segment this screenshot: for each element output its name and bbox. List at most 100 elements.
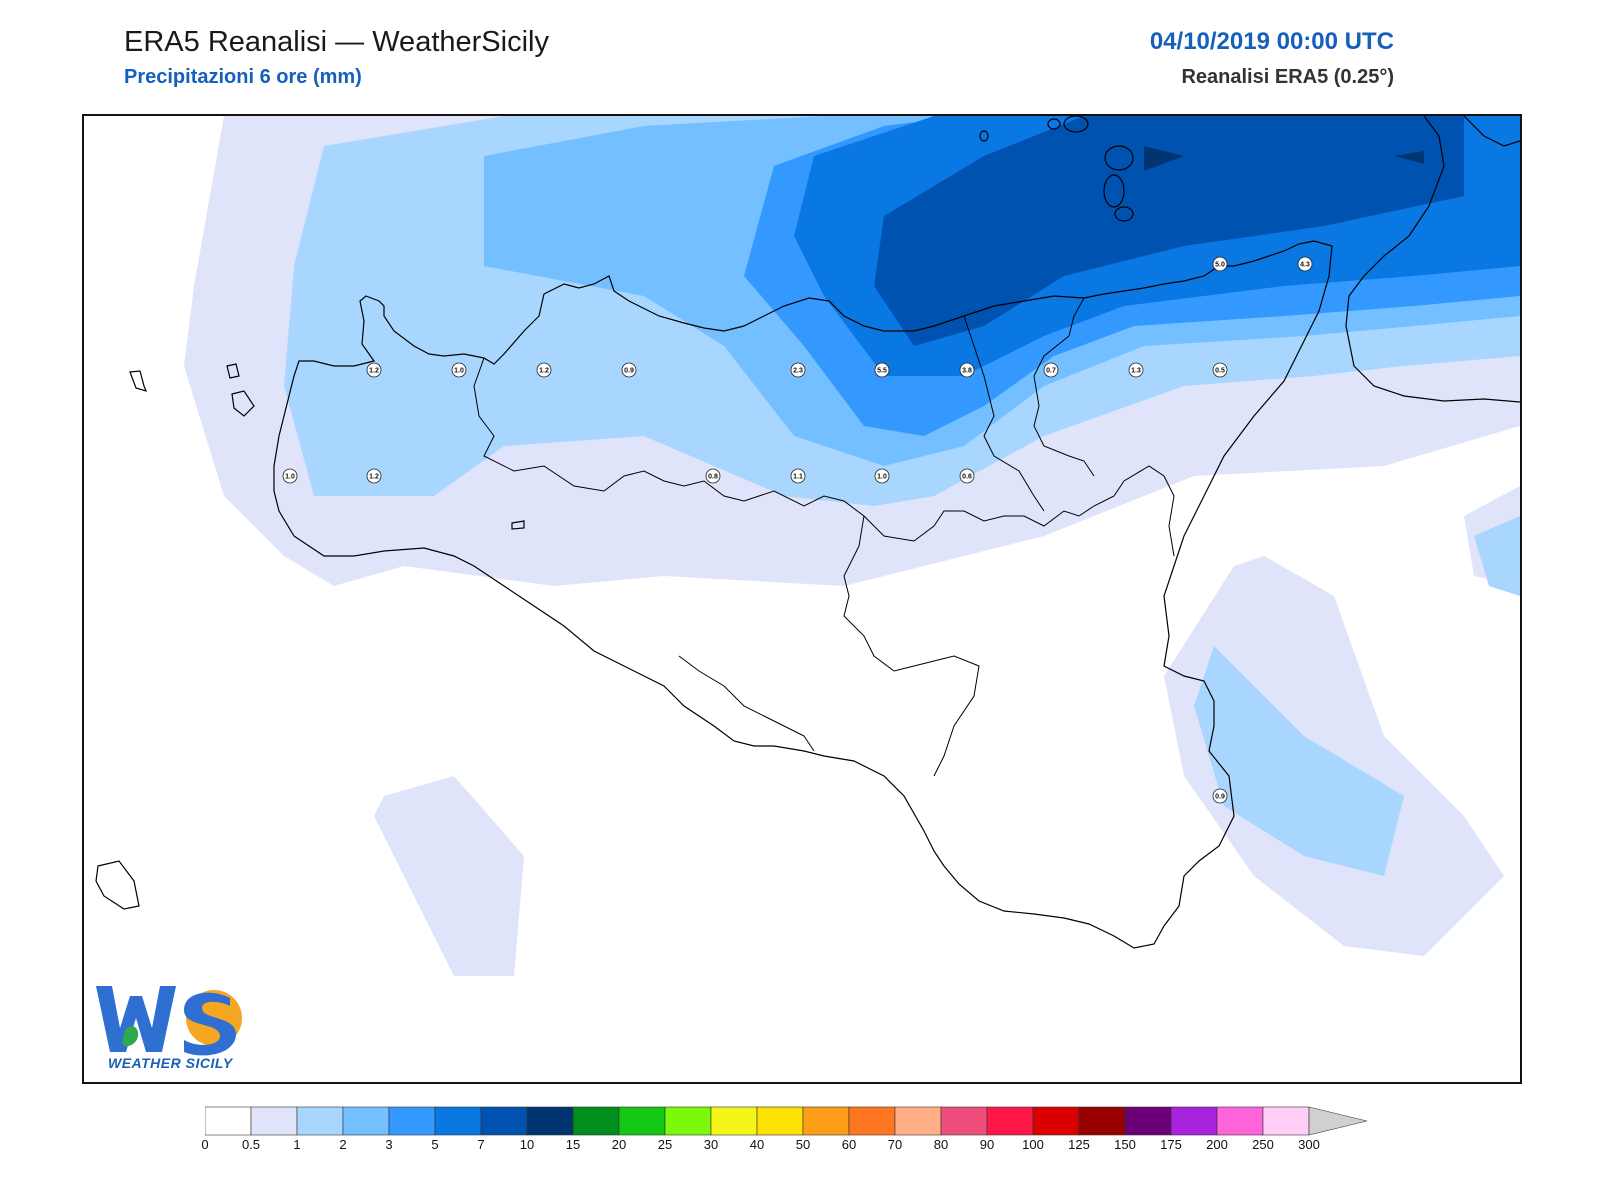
station-value: 0.9: [1215, 794, 1225, 801]
station-dot: [621, 362, 637, 378]
colorbar-swatch: [894, 1106, 942, 1136]
logo-s-shape: [184, 992, 236, 1056]
station-value: 0.9: [624, 368, 634, 375]
colorbar-tick-label: 100: [1022, 1137, 1044, 1152]
station-dot: [366, 468, 382, 484]
precip-band-7-10: [874, 116, 1464, 346]
station-value: 1.3: [1131, 368, 1141, 375]
valid-datetime: 04/10/2019 00:00 UTC: [1149, 28, 1394, 55]
calabria-coast-north: [1463, 116, 1520, 147]
colorbar-tick-label: 125: [1068, 1137, 1090, 1152]
colorbar-swatch: [1216, 1106, 1264, 1136]
colorbar-tick-label: 0: [201, 1137, 209, 1152]
island-pantelleria: [95, 860, 140, 910]
station-dot: [874, 362, 890, 378]
colorbar-swatch: [480, 1106, 528, 1136]
island-favignana: [231, 390, 255, 417]
minor-islands: [95, 363, 525, 910]
chart-subtitle: Precipitazioni 6 ore (mm): [124, 66, 362, 88]
island-panarea: [979, 130, 989, 142]
colorbar-swatch: [205, 1106, 252, 1136]
station-dot: [282, 468, 298, 484]
colorbar-swatch: [618, 1106, 666, 1136]
colorbar-swatch: [848, 1106, 896, 1136]
precip-band-10-15-a: [1144, 146, 1184, 171]
station-value: 5.0: [1215, 262, 1225, 269]
colorbar-swatch: [1032, 1106, 1080, 1136]
colorbar-swatch: [1078, 1106, 1126, 1136]
island-vulcano: [1114, 206, 1134, 222]
station-value: 0.8: [708, 474, 718, 481]
sicily-outline: [273, 240, 1333, 949]
colorbar-tick-label: 250: [1252, 1137, 1274, 1152]
station-marker: 1.0: [874, 468, 890, 484]
station-marker: 5.0: [1212, 256, 1228, 272]
colorbar-tick-label: 90: [979, 1137, 995, 1152]
station-marker: 5.5: [874, 362, 890, 378]
station-value: 1.0: [285, 474, 295, 481]
model-label: Reanalisi ERA5 (0.25°): [1181, 66, 1394, 88]
logo-mark: [96, 986, 242, 1056]
station-marker: 0.9: [1212, 788, 1228, 804]
station-value: 0.7: [1046, 368, 1056, 375]
island-alicudi: [1047, 118, 1061, 130]
calabria-outline: [1345, 116, 1520, 403]
station-dot: [705, 468, 721, 484]
colorbar-swatch: [342, 1106, 390, 1136]
colorbar-swatch: [1124, 1106, 1172, 1136]
colorbar-swatch: [296, 1106, 344, 1136]
colorbar-overflow-arrow: [1308, 1106, 1368, 1136]
station-dot: [1212, 362, 1228, 378]
island-levanzo: [226, 363, 240, 379]
station-dot: [874, 468, 890, 484]
colorbar-tick-label: 150: [1114, 1137, 1136, 1152]
colorbar-tick-label: 2: [339, 1137, 347, 1152]
station-dot: [790, 468, 806, 484]
colorbar-swatch: [710, 1106, 758, 1136]
chart-title: ERA5 Reanalisi — WeatherSicily: [124, 26, 549, 58]
colorbar-tick-label: 60: [841, 1137, 857, 1152]
station-value: 5.5: [877, 368, 887, 375]
island-ustica: [511, 520, 525, 530]
station-value: 1.2: [369, 474, 379, 481]
station-value: 4.3: [1300, 262, 1310, 269]
logo-w-shape: [96, 986, 176, 1052]
colorbar-swatch: [434, 1106, 482, 1136]
island-stromboli: [1063, 116, 1089, 133]
colorbar-swatch: [1262, 1106, 1310, 1136]
colorbar-tick-label: 0.5: [241, 1137, 261, 1152]
station-marker: 1.1: [790, 468, 806, 484]
station-dot: [1212, 788, 1228, 804]
station-value: 0.6: [962, 474, 972, 481]
station-value: 1.0: [877, 474, 887, 481]
colorbar-tick-label: 80: [933, 1137, 949, 1152]
logo-text: WEATHER SICILY: [108, 1055, 233, 1071]
station-marker: 0.8: [705, 468, 721, 484]
colorbar-tick-label: 175: [1160, 1137, 1182, 1152]
colorbar-swatch: [572, 1106, 620, 1136]
colorbar-swatch: [940, 1106, 988, 1136]
station-value: 2.3: [793, 368, 803, 375]
colorbar-tick-label: 3: [385, 1137, 393, 1152]
colorbar-swatch: [526, 1106, 574, 1136]
colorbar-tick-label: 15: [565, 1137, 581, 1152]
colorbar-swatch: [250, 1106, 298, 1136]
map-panel[interactable]: 1.2 1.0 1.2 0.9 2.3 5.5 3.8 0.7 1.3 0.5 5.0 4.3 1.0 1…: [82, 114, 1522, 1084]
colorbar-swatch: [388, 1106, 436, 1136]
colorbar-tick-label: 25: [657, 1137, 673, 1152]
precip-shading: [184, 116, 1520, 976]
station-marker: 1.2: [366, 362, 382, 378]
island-lipari: [1103, 174, 1125, 208]
province-borders: [473, 297, 1175, 777]
colorbar-tick-label: 40: [749, 1137, 765, 1152]
station-value: 1.1: [793, 474, 803, 481]
map-canvas: 1.2 1.0 1.2 0.9 2.3 5.5 3.8 0.7 1.3 0.5 5.0 4.3 1.0 1…: [95, 116, 1520, 976]
station-marker: 1.2: [536, 362, 552, 378]
colorbar: [205, 1106, 1368, 1136]
aeolian-islands: [979, 116, 1134, 222]
station-marker: 0.7: [1043, 362, 1059, 378]
colorbar-swatch: [986, 1106, 1034, 1136]
station-marker: 0.5: [1212, 362, 1228, 378]
station-dot: [536, 362, 552, 378]
precip-band-1-2-far-east: [1474, 516, 1520, 596]
